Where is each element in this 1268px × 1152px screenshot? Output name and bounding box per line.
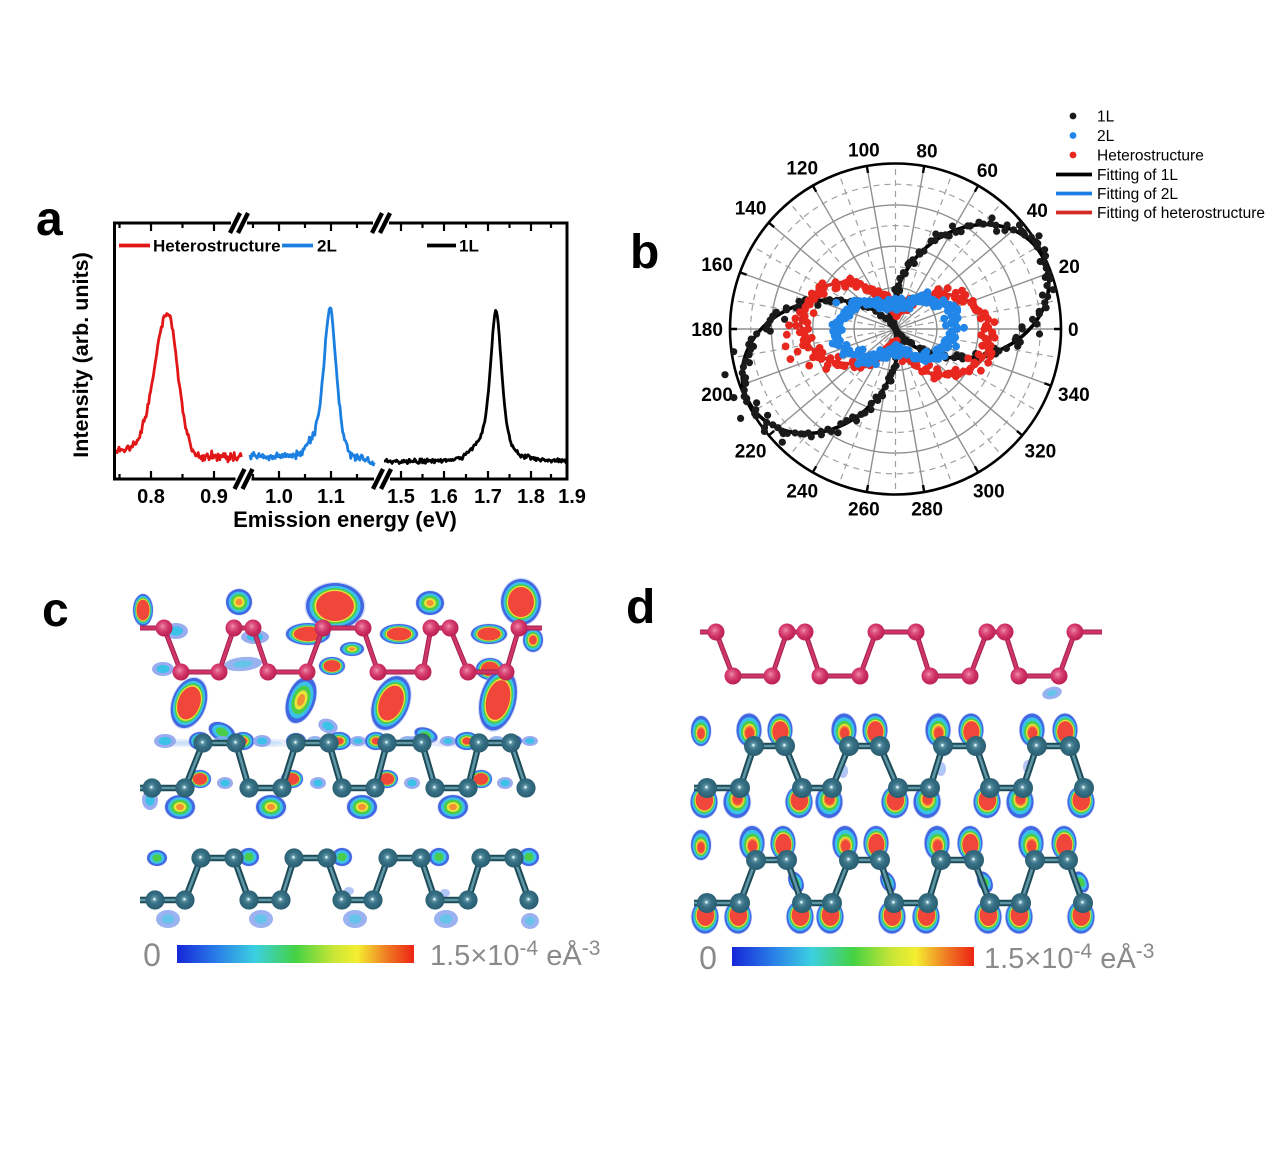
svg-text:2L: 2L [317,237,337,256]
svg-text:340: 340 [1058,385,1090,406]
svg-text:200: 200 [701,385,733,406]
svg-text:1.0: 1.0 [265,486,293,508]
svg-text:Fitting of heterostructure: Fitting of heterostructure [1097,205,1265,222]
svg-text:60: 60 [977,161,998,182]
svg-text:0.9: 0.9 [200,486,228,508]
svg-text:260: 260 [848,499,880,520]
svg-text:220: 220 [735,442,767,463]
svg-text:0: 0 [1068,320,1079,341]
svg-text:1.6: 1.6 [430,486,458,508]
svg-text:1.7: 1.7 [474,486,502,508]
svg-text:140: 140 [735,198,767,219]
svg-text:0.8: 0.8 [137,486,165,508]
svg-text:1.5×10-4 eÅ-3: 1.5×10-4 eÅ-3 [984,940,1154,975]
svg-text:1.1: 1.1 [317,486,345,508]
svg-text:Heterostructure: Heterostructure [153,237,281,256]
svg-text:0: 0 [143,937,161,973]
svg-text:1.5: 1.5 [387,486,415,508]
svg-text:80: 80 [916,142,937,163]
svg-text:320: 320 [1025,442,1057,463]
svg-text:0: 0 [699,940,717,976]
svg-text:Intensity (arb. units): Intensity (arb. units) [69,252,93,457]
svg-text:300: 300 [973,482,1005,503]
svg-text:100: 100 [848,141,880,162]
svg-text:1L: 1L [459,237,479,256]
svg-text:Emission energy (eV): Emission energy (eV) [233,507,457,532]
svg-text:1L: 1L [1097,109,1115,126]
svg-text:240: 240 [786,482,818,503]
svg-text:a: a [36,193,63,246]
svg-text:1.8: 1.8 [517,486,545,508]
svg-text:180: 180 [691,320,723,341]
svg-text:20: 20 [1059,257,1080,278]
svg-text:40: 40 [1027,201,1048,222]
svg-text:120: 120 [786,159,818,180]
svg-text:280: 280 [911,499,943,520]
svg-text:1.9: 1.9 [558,486,586,508]
svg-text:160: 160 [701,255,733,276]
svg-text:c: c [42,584,69,637]
svg-text:Fitting of 2L: Fitting of 2L [1097,186,1178,203]
svg-text:2L: 2L [1097,128,1115,145]
svg-text:Fitting of 1L: Fitting of 1L [1097,167,1178,184]
svg-text:1.5×10-4 eÅ-3: 1.5×10-4 eÅ-3 [430,937,600,972]
svg-text:Heterostructure: Heterostructure [1097,148,1204,165]
svg-text:d: d [626,581,655,634]
svg-text:b: b [630,226,659,279]
